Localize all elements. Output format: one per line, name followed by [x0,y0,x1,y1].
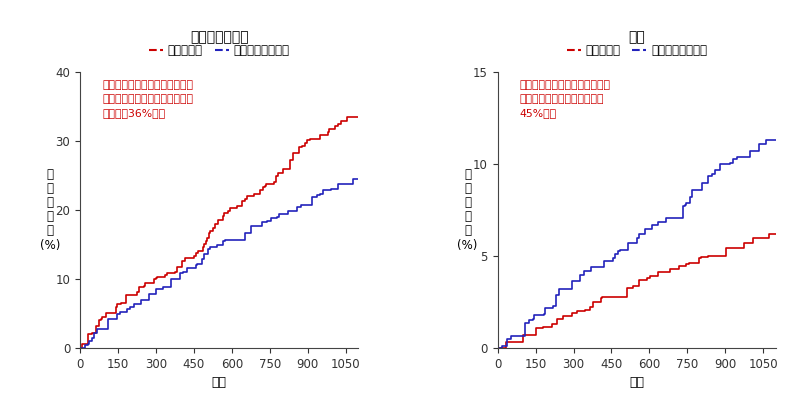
Title: 骨折: 骨折 [629,30,645,44]
Y-axis label: 累
積
発
生
率
(%): 累 積 発 生 率 (%) [40,168,60,252]
Text: デノスマブはビスホスホネート
と比較して骨折発生リスクが
45%低い: デノスマブはビスホスホネート と比較して骨折発生リスクが 45%低い [520,80,611,118]
Title: 心血管イベント: 心血管イベント [190,30,249,44]
X-axis label: 日数: 日数 [212,376,226,389]
X-axis label: 日数: 日数 [630,376,644,389]
Text: デノスマブはビスホスホネート
と比較して心血管イベント発生
リスクが36%高い: デノスマブはビスホスホネート と比較して心血管イベント発生 リスクが36%高い [102,80,194,118]
Legend: デノスマブ, ビスホスホネート: デノスマブ, ビスホスホネート [562,39,712,62]
Y-axis label: 累
積
発
生
率
(%): 累 積 発 生 率 (%) [458,168,478,252]
Legend: デノスマブ, ビスホスホネート: デノスマブ, ビスホスホネート [144,39,294,62]
